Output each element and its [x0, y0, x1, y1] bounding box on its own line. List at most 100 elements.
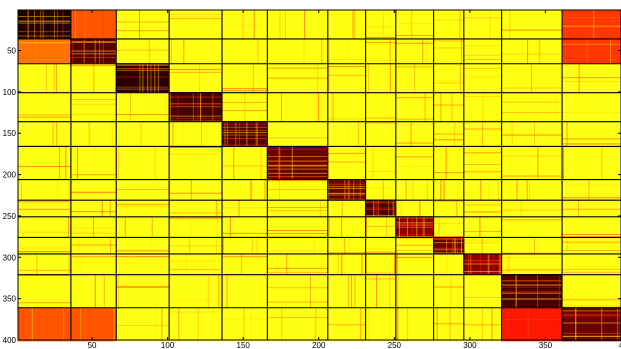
- heatmap-stripe: [113, 307, 115, 341]
- heatmap-stripe: [365, 122, 396, 124]
- heatmap-stripe: [222, 123, 268, 125]
- heatmap-stripe: [479, 216, 480, 238]
- heatmap-stripe: [389, 38, 391, 64]
- heatmap-block: [501, 38, 563, 65]
- heatmap-stripe: [281, 92, 282, 122]
- heatmap-stripe: [419, 200, 421, 217]
- heatmap-stripe: [438, 216, 440, 238]
- heatmap-stripe: [359, 179, 361, 201]
- y-tick-label: 50: [7, 47, 16, 56]
- heatmap-stripe: [222, 237, 224, 254]
- heatmap-block: [561, 236, 621, 255]
- heatmap-stripe: [309, 274, 311, 308]
- heatmap-stripe: [132, 38, 134, 64]
- heatmap-stripe: [28, 10, 30, 39]
- heatmap-stripe: [400, 200, 402, 217]
- heatmap-stripe: [463, 260, 502, 262]
- heatmap-stripe: [207, 274, 209, 308]
- heatmap-stripe: [497, 179, 499, 201]
- heatmap-stripe: [222, 165, 268, 167]
- heatmap-stripe: [365, 37, 396, 38]
- heatmap-stripe: [601, 307, 603, 341]
- heatmap-stripe: [315, 307, 317, 341]
- heatmap-stripe: [360, 307, 362, 341]
- heatmap-stripe: [34, 10, 36, 39]
- heatmap-stripe: [147, 179, 149, 201]
- heatmap-stripe: [327, 324, 366, 326]
- heatmap-stripe: [344, 237, 346, 254]
- heatmap-stripe: [341, 253, 343, 275]
- heatmap-stripe: [588, 179, 590, 201]
- heatmap-stripe: [433, 104, 464, 106]
- heatmap-stripe: [267, 210, 328, 212]
- heatmap-stripe: [460, 237, 462, 254]
- heatmap-block: [433, 216, 465, 238]
- heatmap-stripe: [456, 200, 458, 217]
- heatmap-stripe: [433, 286, 464, 288]
- heatmap-block: [463, 199, 503, 218]
- heatmap-block: [115, 216, 170, 238]
- heatmap-stripe: [463, 77, 502, 79]
- heatmap-stripe: [222, 232, 268, 234]
- heatmap-stripe: [601, 146, 603, 180]
- heatmap-stripe: [139, 63, 141, 93]
- heatmap-stripe: [169, 120, 223, 122]
- heatmap-stripe: [117, 146, 119, 180]
- heatmap-block: [365, 92, 397, 123]
- heatmap-stripe: [267, 160, 328, 162]
- heatmap-stripe: [365, 272, 396, 274]
- heatmap-block: [221, 216, 268, 238]
- heatmap-stripe: [446, 253, 448, 275]
- heatmap-stripe: [285, 10, 286, 39]
- heatmap-stripe: [169, 269, 223, 271]
- heatmap-stripe: [348, 274, 350, 308]
- heatmap-stripe: [463, 297, 502, 298]
- heatmap-stripe: [93, 146, 95, 180]
- heatmap-stripe: [148, 38, 150, 64]
- heatmap-stripe: [453, 253, 454, 275]
- heatmap-stripe: [21, 216, 23, 238]
- heatmap-stripe: [328, 38, 330, 64]
- heatmap-stripe: [501, 252, 563, 254]
- heatmap-stripe: [255, 121, 257, 147]
- heatmap-stripe: [321, 38, 323, 64]
- heatmap-block: [115, 236, 170, 255]
- heatmap-stripe: [389, 63, 391, 93]
- heatmap-stripe: [562, 299, 621, 301]
- heatmap-stripe: [63, 307, 65, 341]
- heatmap-stripe: [70, 57, 117, 59]
- heatmap-stripe: [463, 128, 502, 130]
- heatmap-stripe: [562, 250, 621, 251]
- heatmap-stripe: [433, 200, 464, 202]
- heatmap-stripe: [18, 269, 71, 271]
- heatmap-stripe: [400, 274, 402, 308]
- heatmap-stripe: [142, 63, 144, 93]
- heatmap-stripe: [562, 305, 621, 307]
- heatmap-stripe: [226, 121, 228, 147]
- heatmap-block: [266, 216, 329, 238]
- heatmap-stripe: [20, 179, 22, 201]
- heatmap-stripe: [212, 92, 214, 122]
- heatmap-stripe: [116, 21, 170, 23]
- heatmap-stripe: [169, 115, 223, 117]
- heatmap-stripe: [368, 63, 369, 93]
- heatmap-stripe: [365, 187, 396, 189]
- heatmap-block: [17, 63, 72, 94]
- heatmap-stripe: [427, 179, 428, 201]
- heatmap-stripe: [407, 307, 409, 341]
- heatmap-stripe: [395, 156, 434, 158]
- heatmap-block: [17, 216, 72, 238]
- heatmap-stripe: [267, 287, 328, 289]
- heatmap-stripe: [433, 187, 464, 189]
- heatmap-stripe: [352, 10, 354, 39]
- heatmap-stripe: [433, 207, 464, 208]
- heatmap-stripe: [433, 276, 464, 277]
- heatmap-stripe: [169, 212, 223, 214]
- heatmap-stripe: [169, 192, 223, 194]
- heatmap-block: [115, 307, 170, 342]
- heatmap-stripe: [222, 88, 268, 90]
- heatmap-stripe: [382, 179, 384, 201]
- y-tick-label: 400: [3, 336, 17, 345]
- heatmap-stripe: [188, 237, 190, 254]
- heatmap-stripe: [426, 38, 428, 64]
